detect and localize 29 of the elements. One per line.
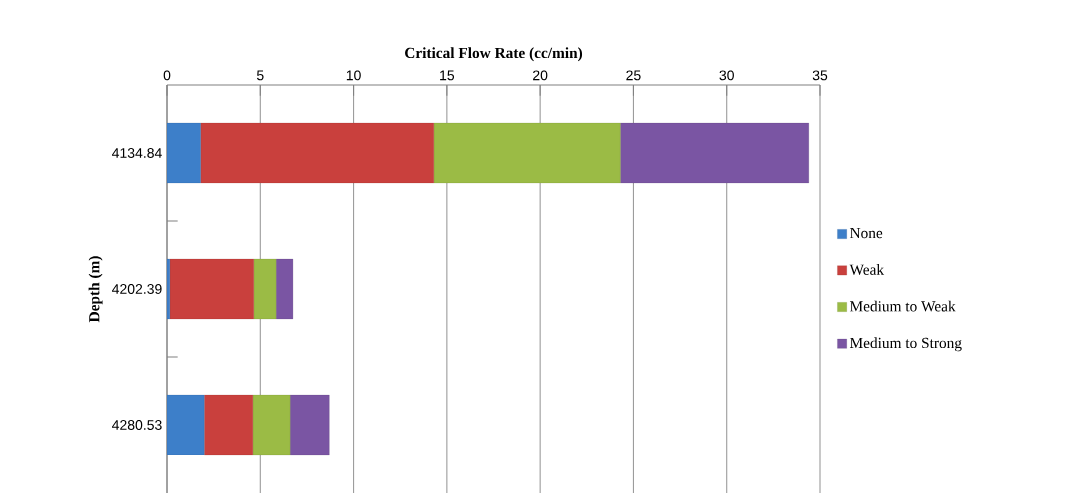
bar	[169, 258, 254, 320]
x-axis-title: Critical Flow Rate (cc/min)	[405, 47, 583, 62]
legend-label: Medium to Weak	[849, 300, 956, 312]
bar	[290, 394, 330, 456]
x-tick-label: 0	[163, 70, 171, 81]
x-tick-label: 10	[346, 70, 361, 81]
bar	[204, 394, 253, 456]
bar	[433, 122, 621, 184]
bar	[200, 122, 434, 184]
bar	[252, 394, 291, 456]
legend-label: Weak	[849, 264, 885, 275]
legend-label: Medium to Strong	[849, 337, 962, 352]
legend-label: None	[849, 228, 883, 239]
y-tick-label: 4134.84	[112, 148, 162, 158]
bar	[253, 258, 277, 320]
bar	[620, 122, 809, 184]
x-tick-label: 15	[440, 70, 455, 81]
y-axis-title: Depth (m)	[88, 256, 103, 323]
y-tick-label: 4280.53	[112, 420, 162, 430]
bar	[167, 258, 170, 320]
x-tick-label: 25	[626, 70, 641, 81]
bar	[167, 394, 205, 456]
x-tick-label: 30	[719, 70, 734, 81]
bar	[276, 258, 294, 320]
x-tick-label: 20	[533, 70, 548, 81]
y-tick-label: 4202.39	[112, 284, 162, 294]
x-tick-label: 5	[256, 70, 264, 81]
bar	[167, 122, 201, 184]
x-tick-label: 35	[812, 70, 828, 81]
